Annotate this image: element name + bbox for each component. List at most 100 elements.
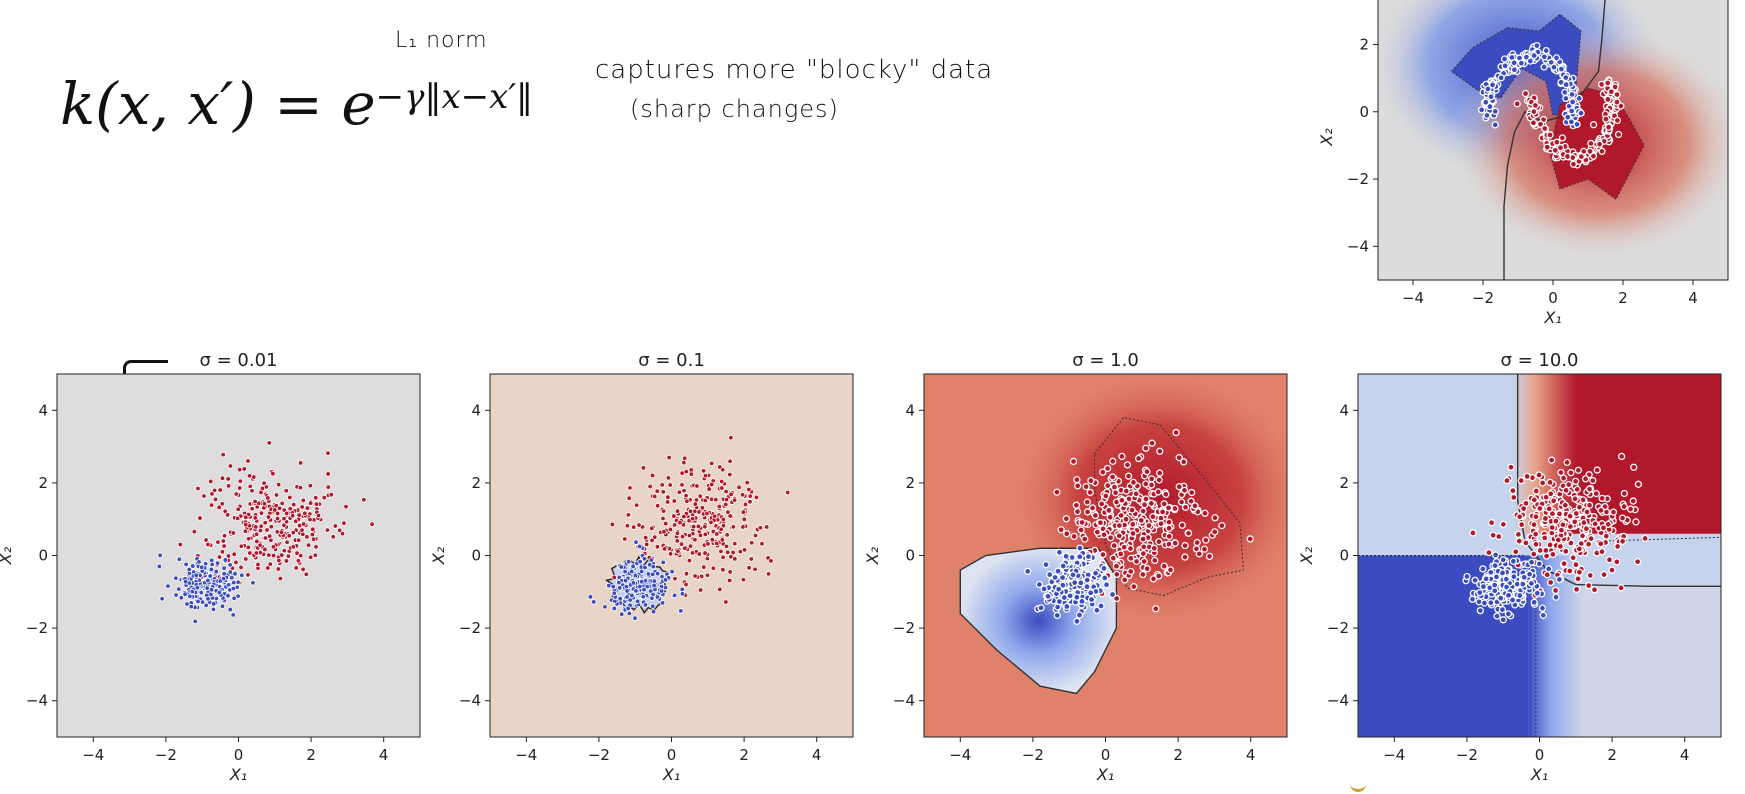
data-point [225,483,232,489]
data-point [300,566,306,573]
data-point [1100,564,1108,573]
data-point [616,579,622,586]
data-point [1546,578,1555,587]
x-tick-label: 4 [379,746,389,764]
data-point [1613,98,1621,106]
data-point [659,600,666,606]
data-point [1171,539,1179,547]
data-point [1175,483,1183,491]
data-point [727,471,733,478]
data-point [1178,521,1186,529]
data-point [285,553,292,559]
data-point [757,525,764,531]
data-point [290,544,297,550]
data-point [649,472,656,479]
data-point [610,583,616,590]
data-point [692,573,698,579]
data-point [1487,599,1495,607]
data-point [700,468,707,474]
data-point [1632,518,1640,526]
data-point [678,541,685,547]
data-point [1590,586,1599,594]
data-point [1188,488,1196,497]
data-point [1498,606,1507,614]
data-point [1137,516,1145,525]
data-point [267,561,273,567]
data-point [1502,583,1511,591]
data-point [196,559,202,565]
data-point [724,549,731,556]
data-point [630,580,637,586]
data-point [1181,503,1190,511]
data-point [666,454,672,461]
data-point [1533,589,1541,597]
data-point [1139,549,1148,558]
data-point [1062,515,1071,523]
data-point [1037,604,1045,612]
data-point [1556,542,1565,551]
data-point [1491,121,1499,129]
data-point [1070,532,1078,541]
data-point [650,563,656,570]
data-point [186,566,192,573]
data-point [1510,59,1518,67]
data-point [216,589,223,596]
data-point [1156,447,1164,455]
data-point [587,594,594,600]
x-tick-label: 2 [1607,746,1617,764]
data-point [717,464,723,470]
data-point [194,585,200,591]
data-point [1499,616,1507,624]
data-point [1180,458,1188,466]
data-point [1087,595,1096,604]
data-point [678,608,684,614]
data-point [1143,565,1151,573]
data-point [207,573,213,579]
data-point [182,591,188,597]
data-point [1054,567,1062,575]
y-tick-label: 4 [1339,401,1349,419]
data-point [1532,540,1540,548]
data-point [270,544,277,550]
data-point [1139,507,1147,515]
y-tick-label: 2 [1339,474,1349,492]
data-point [686,532,693,539]
data-point [298,552,304,559]
data-point [1172,428,1180,437]
x-axis-label: X₁ [662,765,680,784]
data-point [1155,538,1163,546]
data-point [203,537,209,543]
data-point [717,586,723,593]
data-point [1574,575,1582,583]
data-point [1600,570,1608,579]
data-point [748,556,754,562]
plot-area [1358,374,1721,737]
data-point [737,548,743,555]
data-point [321,494,327,501]
data-point [222,508,228,515]
data-point [633,588,639,594]
data-point [1246,535,1254,543]
data-point [277,575,284,582]
data-point [1099,468,1107,476]
data-point [1533,41,1541,50]
decision-background [57,374,420,737]
data-point [679,591,686,597]
data-point [1063,602,1071,611]
data-point [205,577,211,584]
data-point [205,596,211,602]
data-point [211,601,217,607]
x-tick-label: 2 [1173,746,1183,764]
data-point [213,568,220,575]
data-point [1586,571,1594,580]
data-point [1540,53,1548,61]
data-point [1519,504,1528,513]
data-point [307,482,314,489]
data-point [257,527,264,534]
data-point [1086,488,1094,497]
data-point [225,582,232,588]
data-point [201,493,207,499]
data-point [1099,550,1107,559]
data-point [303,571,310,577]
data-point [178,595,185,601]
